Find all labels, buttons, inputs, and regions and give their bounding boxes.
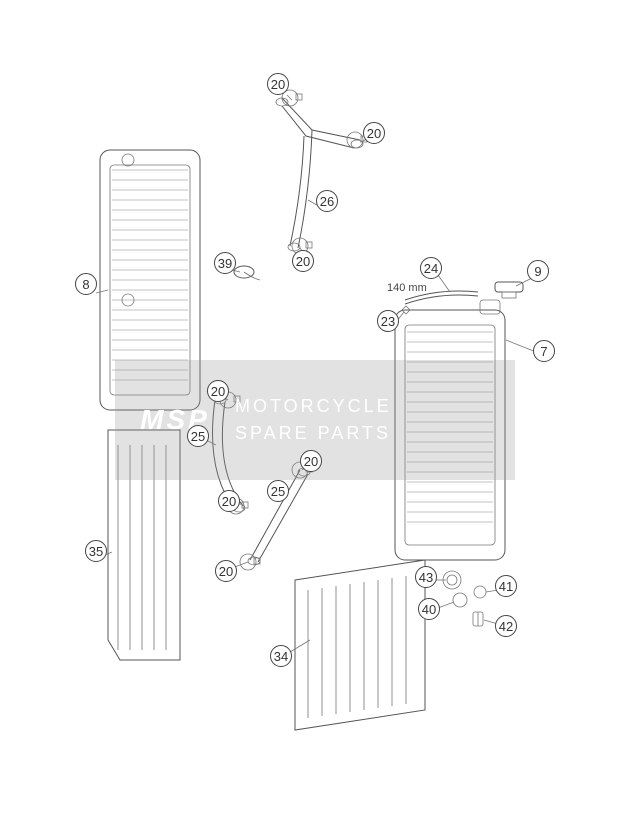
watermark-line2: SPARE PARTS xyxy=(235,423,392,444)
part-drain-hardware xyxy=(443,571,486,626)
part-bleed-plug xyxy=(234,266,260,280)
part-right-shroud xyxy=(295,560,425,730)
watermark-line1: MOTORCYCLE xyxy=(235,396,392,417)
part-right-lower-hose xyxy=(248,468,310,565)
part-y-hose xyxy=(276,98,363,251)
dimension-label-hose-length: 140 mm xyxy=(387,282,427,294)
part-hose-clamps xyxy=(220,90,367,570)
watermark-logo: MSP xyxy=(115,360,235,480)
watermark-overlay: MSP MOTORCYCLE SPARE PARTS xyxy=(115,360,515,480)
watermark-logo-text: MSP xyxy=(140,404,210,436)
watermark-text: MOTORCYCLE SPARE PARTS xyxy=(235,396,392,444)
